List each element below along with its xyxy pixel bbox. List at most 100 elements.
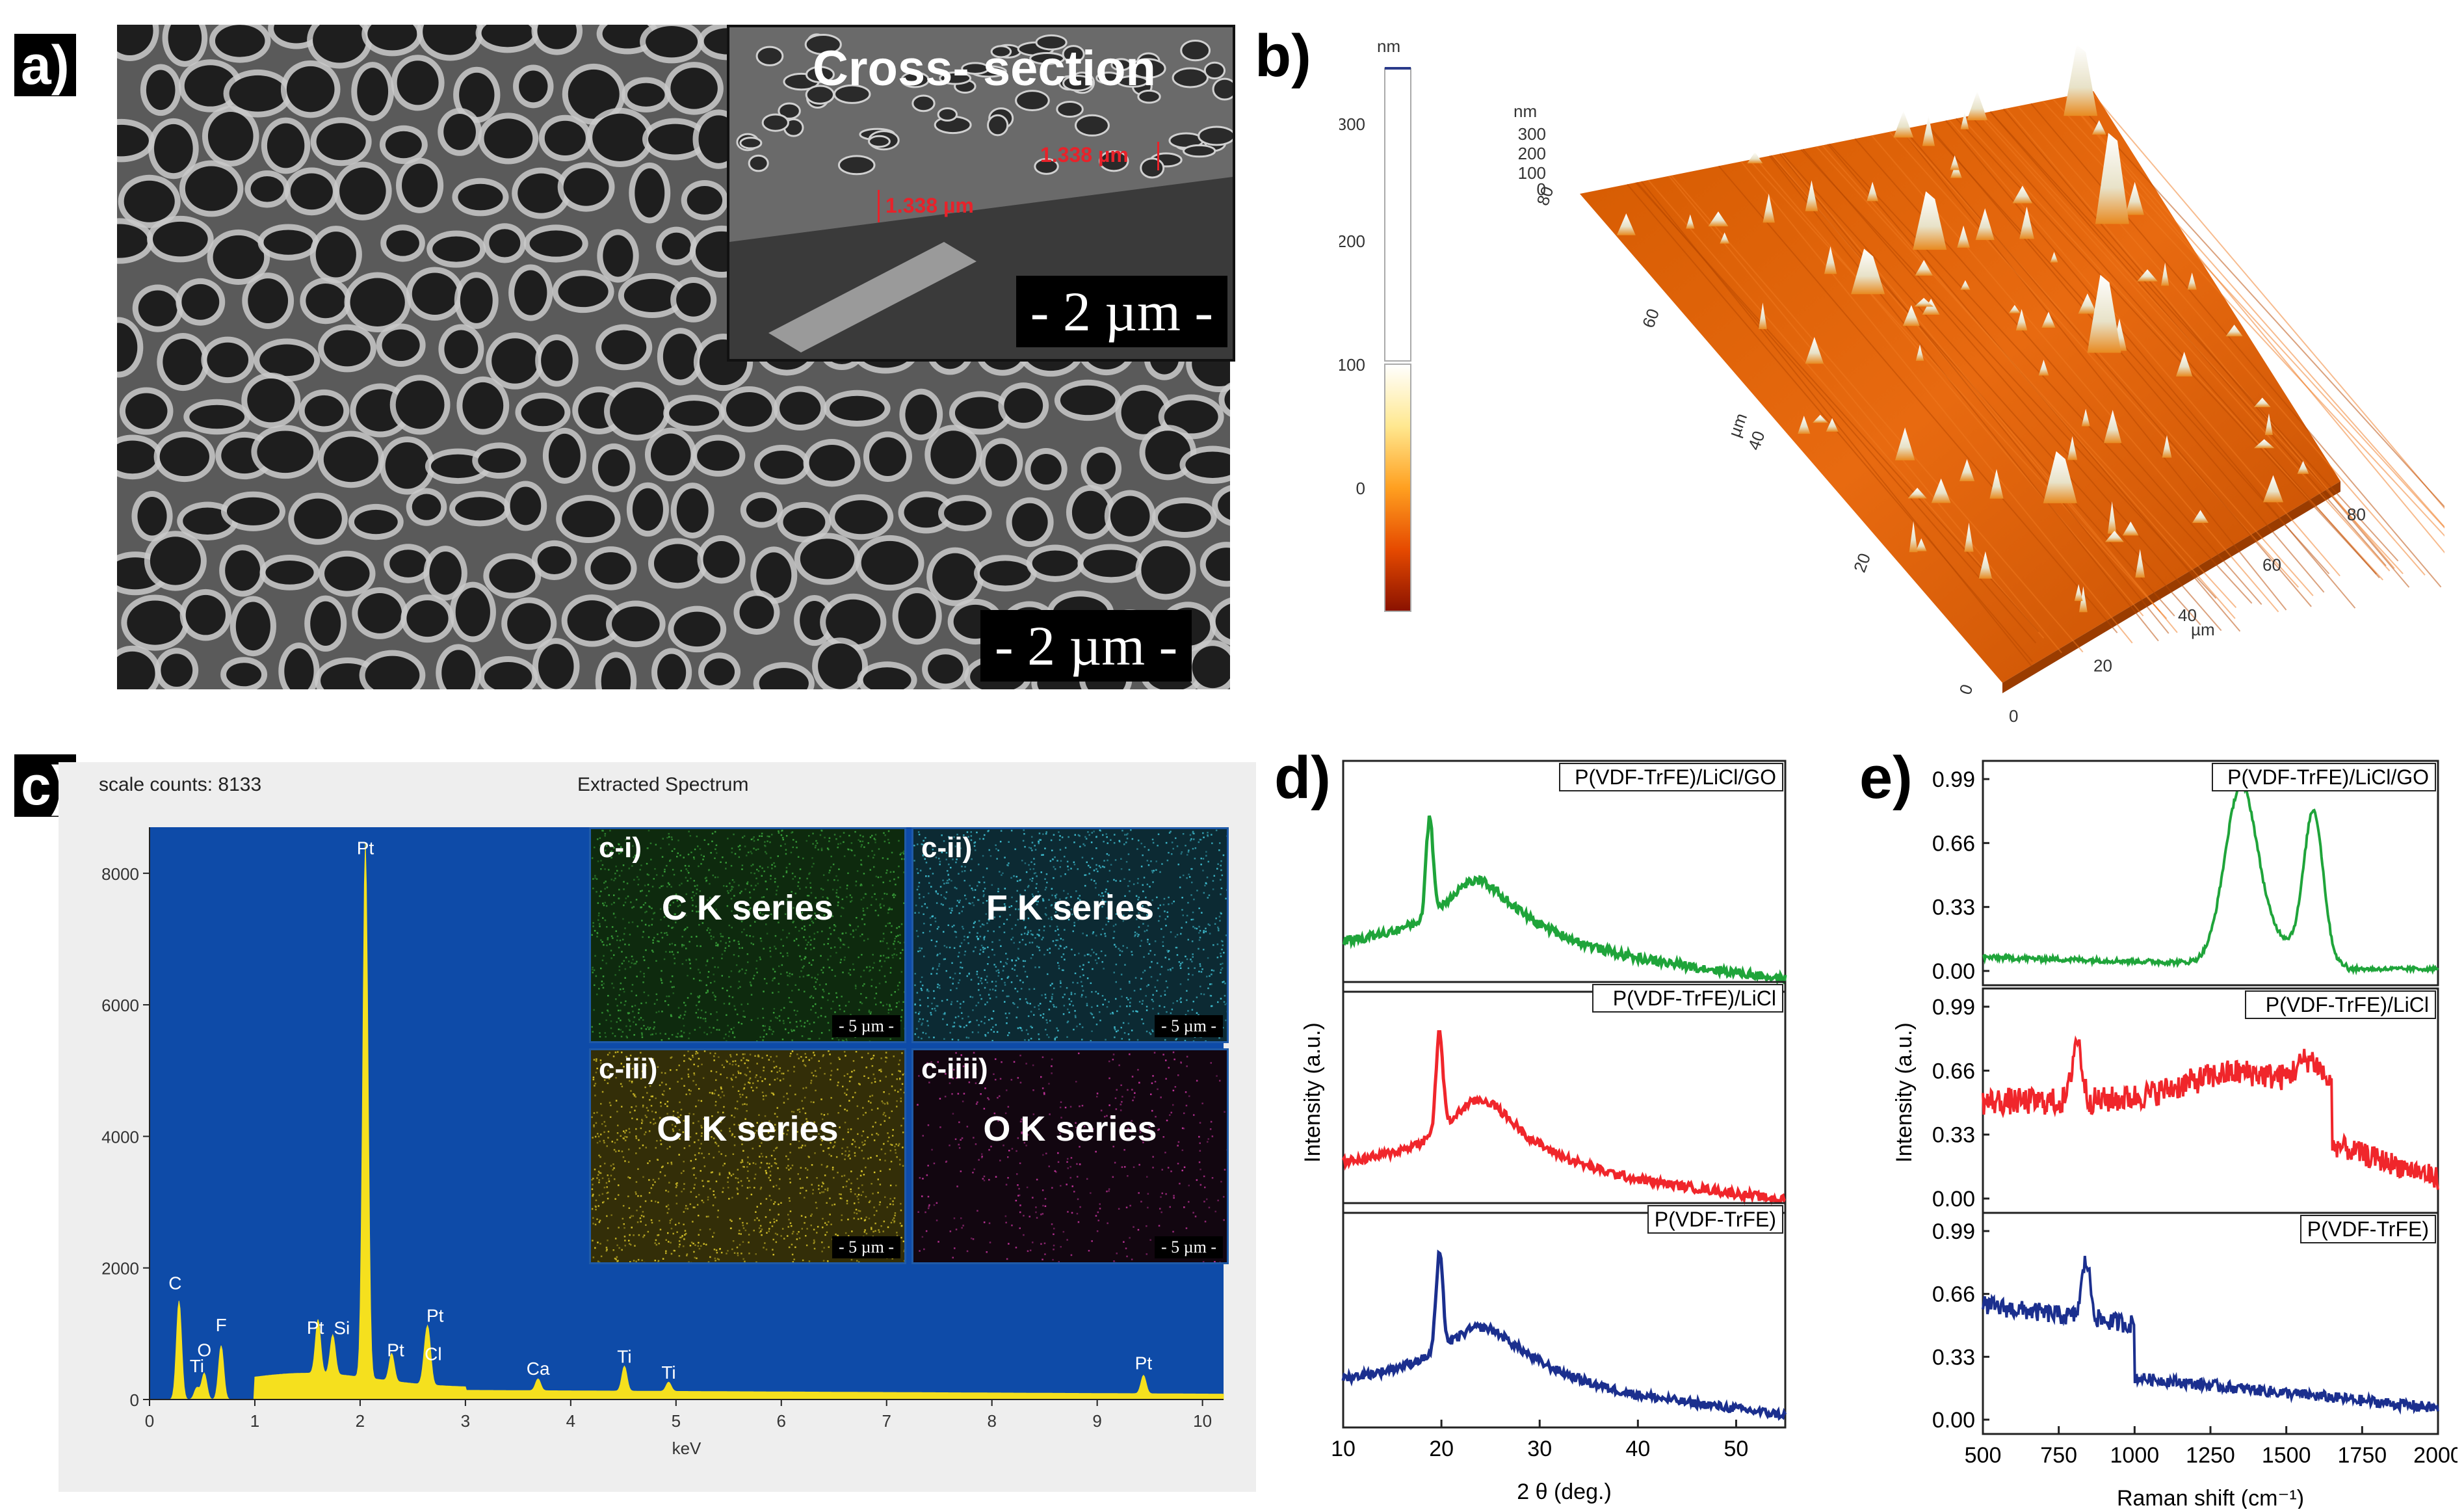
afm-peak [2135, 549, 2145, 578]
sem-pore [117, 440, 157, 474]
sem-pore [869, 437, 906, 476]
eds-y-tick: 4000 [101, 1127, 139, 1147]
sem-pore [284, 648, 314, 689]
sem-pore [537, 25, 577, 49]
sem-pore [213, 235, 265, 279]
xrd-legend-label: P(VDF-TrFE)/LiCl/GO [1575, 765, 1776, 789]
cross-pore [755, 46, 784, 66]
sem-pore [739, 596, 774, 629]
sem-pore [783, 507, 826, 537]
sem-pore [904, 497, 949, 528]
eds-y-tick: 6000 [101, 996, 139, 1015]
sem-pore [159, 437, 209, 477]
afm-surface-streaks [1627, 91, 2444, 667]
raman-y-tick: 0.33 [1932, 1123, 1975, 1148]
afm-peak [1931, 478, 1951, 503]
sem-pore [1110, 496, 1150, 537]
raman-panel-frame [1982, 760, 2439, 987]
afm-peak [1758, 302, 1767, 330]
sem-pore [646, 26, 698, 58]
sem-pore [760, 450, 804, 479]
afm-streak [2006, 108, 2395, 569]
panel-label-d: d) [1274, 745, 1331, 811]
sem-pore [529, 230, 583, 257]
colorbar-tick: 200 [1339, 232, 1365, 251]
afm-streak [1924, 124, 2330, 575]
eds-map-title: Cl K series [657, 1109, 839, 1148]
raman-y-tick: 0.66 [1932, 1282, 1975, 1307]
sem-pore [323, 436, 378, 483]
afm-peak [1616, 213, 1636, 235]
eds-x-tick: 1 [250, 1411, 259, 1431]
colorbar-tick: 100 [1339, 355, 1365, 375]
sem-pore [507, 603, 551, 644]
raman-x-tick: 500 [1965, 1443, 2002, 1468]
sem-pore [226, 663, 262, 687]
afm-y-tick: 40 [1744, 429, 1768, 453]
afm-streak [1779, 153, 2169, 634]
afm-peak [2187, 272, 2197, 290]
sem-pore [590, 552, 631, 585]
afm-peak [1914, 297, 1933, 307]
afm-streak [1635, 182, 2039, 633]
sem-pore [460, 278, 493, 323]
sem-pore [928, 654, 963, 684]
eds-peak-label: Ti [190, 1356, 204, 1376]
sem-pore [184, 65, 237, 107]
sem-pore [548, 433, 581, 478]
eds-map-scale-bar: - 5 µm - [1154, 1236, 1223, 1258]
afm-peak [1960, 280, 1971, 290]
afm-streak [2030, 103, 2442, 588]
sem-pore [315, 232, 356, 278]
raman-y-tick: 0.00 [1932, 959, 1975, 984]
raman-y-tick: 0.66 [1932, 831, 1975, 856]
sem-pore [818, 643, 863, 689]
sem-pore [1215, 603, 1230, 639]
sem-pore [310, 601, 341, 646]
sem-pore [662, 232, 691, 260]
sem-pore [185, 166, 238, 211]
sem-pore [514, 270, 547, 315]
sem-pore [402, 163, 438, 207]
afm-peak [1975, 208, 1995, 241]
sem-pore [117, 124, 149, 157]
sem-pore [985, 444, 1017, 481]
sem-pore [389, 550, 427, 577]
sem-pore [944, 501, 986, 525]
eds-x-tick: 6 [777, 1411, 786, 1431]
sem-pore [567, 600, 617, 641]
sem-pore [250, 176, 284, 202]
sem-pore [455, 587, 490, 637]
cross-section-title: Cross- section [813, 41, 1156, 96]
afm-peak-large [2064, 44, 2098, 116]
eds-map-scale-bar: - 5 µm - [832, 1015, 900, 1037]
cross-pore [748, 154, 769, 172]
cross-pore [1140, 157, 1165, 179]
afm-peak [1824, 246, 1837, 274]
raman-series-line [1982, 1035, 2439, 1190]
cross-pore [1212, 77, 1233, 101]
afm-z-tick: 0 [1537, 179, 1546, 199]
afm-x-tick: 40 [2178, 605, 2197, 625]
sem-pore [339, 167, 386, 215]
eds-peak-label: Pt [307, 1318, 324, 1338]
sem-pore [861, 540, 919, 585]
afm-peak [2297, 460, 2309, 474]
afm-streak [1802, 148, 2222, 631]
sem-pore [601, 657, 631, 689]
sem-pore [127, 600, 183, 645]
cross-pore [1062, 45, 1085, 64]
cross-pore [1203, 61, 1226, 80]
thickness-measure-lower: 1.338 µm [885, 194, 974, 217]
sem-pore [746, 497, 778, 522]
afm-peak [2175, 351, 2193, 377]
sem-pore [484, 661, 532, 689]
cross-pore [1137, 89, 1161, 104]
measure-bracket-upper [1157, 142, 1159, 170]
eds-x-tick: 9 [1092, 1411, 1101, 1431]
sem-pore [537, 546, 571, 574]
cross-pore [1172, 67, 1209, 88]
afm-peak-large [2095, 133, 2129, 224]
cross-pore [1015, 90, 1050, 111]
eds-map-tag: c-iii) [599, 1053, 658, 1085]
